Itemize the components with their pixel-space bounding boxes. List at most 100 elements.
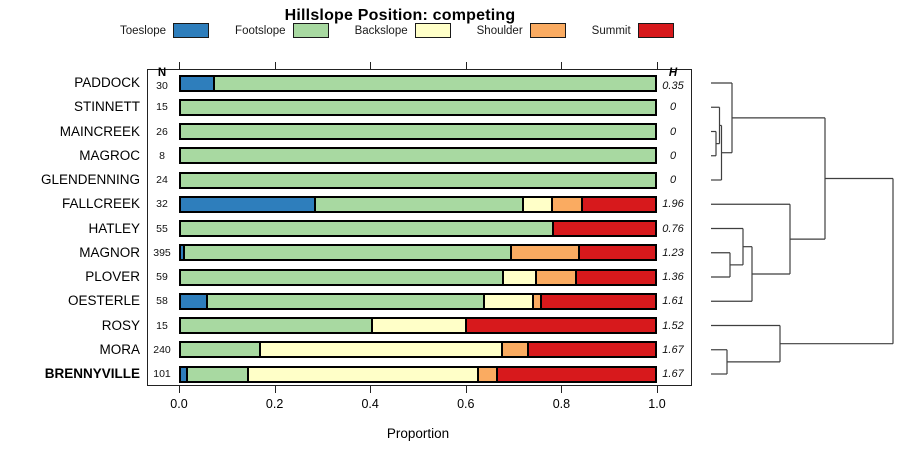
legend-label: Summit bbox=[591, 24, 631, 37]
legend-swatch-icon bbox=[414, 23, 451, 38]
x-axis-title: Proportion bbox=[386, 426, 450, 441]
bar-segment-summit bbox=[495, 367, 655, 381]
bar-segment-footslope bbox=[181, 173, 655, 187]
n-value: 15 bbox=[156, 319, 168, 332]
bar-segment-footslope bbox=[181, 100, 655, 114]
row-label: PADDOCK bbox=[74, 75, 140, 90]
n-value: 24 bbox=[156, 174, 168, 186]
bottom-tick bbox=[657, 386, 658, 393]
row-label: STINNETT bbox=[74, 99, 140, 115]
bar-segment-footslope bbox=[185, 367, 247, 381]
n-value: 101 bbox=[153, 368, 171, 380]
bar-segment-backslope bbox=[246, 367, 477, 381]
bar-segment-toeslope bbox=[181, 197, 315, 211]
bar-segment-footslope bbox=[183, 246, 511, 260]
stacked-bar bbox=[179, 74, 657, 92]
bottom-tick bbox=[561, 386, 563, 393]
stacked-bar bbox=[179, 123, 657, 140]
bar-segment-shoulder bbox=[551, 197, 582, 211]
bar-segment-footslope bbox=[181, 149, 655, 163]
n-value: 395 bbox=[153, 246, 171, 259]
h-value: 0 bbox=[669, 101, 677, 114]
bar-segment-shoulder bbox=[476, 367, 496, 381]
legend-swatch-icon bbox=[292, 23, 329, 38]
stacked-bar bbox=[179, 220, 657, 237]
top-tick bbox=[657, 62, 658, 69]
bottom-tick bbox=[274, 386, 276, 393]
top-tick bbox=[370, 62, 372, 69]
h-column-header: H bbox=[668, 67, 678, 79]
bar-segment-footslope bbox=[181, 319, 371, 332]
legend-item-toeslope: Toeslope bbox=[120, 23, 210, 38]
top-tick bbox=[561, 62, 563, 69]
h-value: 1.96 bbox=[662, 198, 684, 211]
stacked-bar bbox=[179, 268, 657, 286]
top-tick bbox=[274, 62, 276, 69]
h-value: 1.23 bbox=[662, 246, 684, 259]
h-value: 0.35 bbox=[662, 80, 684, 92]
h-value: 1.61 bbox=[662, 295, 684, 308]
n-value: 240 bbox=[153, 343, 171, 356]
row-label: MAGNOR bbox=[79, 244, 140, 260]
row-label: MAINCREEK bbox=[59, 123, 140, 139]
legend-label: Backslope bbox=[354, 24, 408, 37]
h-value: 1.67 bbox=[662, 343, 684, 356]
stacked-bar bbox=[179, 292, 657, 310]
n-value: 15 bbox=[156, 101, 168, 114]
x-tick-label: 0.2 bbox=[265, 397, 284, 411]
n-value: 58 bbox=[156, 295, 168, 308]
h-value: 0.76 bbox=[662, 222, 684, 235]
legend-item-footslope: Footslope bbox=[235, 23, 329, 38]
bar-segment-shoulder bbox=[534, 270, 575, 284]
legend-swatch-icon bbox=[173, 23, 210, 38]
legend-label: Shoulder bbox=[476, 24, 523, 37]
bottom-tick bbox=[179, 386, 180, 393]
row-label: HATLEY bbox=[88, 220, 140, 236]
bar-segment-summit bbox=[577, 246, 655, 260]
legend-item-summit: Summit bbox=[592, 23, 674, 38]
bar-segment-shoulder bbox=[510, 246, 578, 260]
h-value: 1.52 bbox=[662, 319, 684, 332]
bar-segment-footslope bbox=[181, 343, 260, 357]
stacked-bar bbox=[179, 244, 657, 262]
row-label: GLENDENNING bbox=[40, 172, 140, 187]
bar-segment-backslope bbox=[259, 343, 501, 357]
x-tick-label: 0.0 bbox=[170, 397, 188, 411]
row-label: MORA bbox=[99, 341, 141, 357]
bar-segment-summit bbox=[465, 319, 655, 332]
stacked-bar bbox=[179, 195, 657, 213]
bar-segment-summit bbox=[574, 270, 655, 284]
x-tick-label: 0.6 bbox=[457, 397, 475, 411]
n-value: 59 bbox=[156, 271, 168, 283]
bar-segment-toeslope bbox=[181, 246, 184, 260]
bar-segment-summit bbox=[540, 294, 655, 308]
n-value: 8 bbox=[159, 149, 165, 162]
h-value: 0 bbox=[669, 174, 677, 186]
stacked-bar bbox=[179, 147, 657, 165]
row-label: ROSY bbox=[101, 317, 140, 333]
row-label: PLOVER bbox=[85, 269, 140, 284]
n-value: 26 bbox=[156, 125, 168, 138]
h-value: 1.36 bbox=[662, 271, 684, 283]
x-tick-label: 1.0 bbox=[648, 397, 666, 411]
top-tick bbox=[465, 62, 467, 69]
bar-segment-shoulder bbox=[500, 343, 527, 357]
bar-segment-toeslope bbox=[181, 367, 186, 381]
bar-segment-shoulder bbox=[532, 294, 541, 308]
n-value: 32 bbox=[156, 198, 168, 211]
chart-title: Hillslope Position: competing bbox=[284, 7, 516, 24]
bottom-tick bbox=[370, 386, 372, 393]
bar-segment-footslope bbox=[181, 270, 503, 284]
stacked-bar bbox=[179, 171, 657, 189]
n-column-header: N bbox=[157, 67, 167, 79]
legend-label: Footslope bbox=[235, 24, 286, 37]
legend-swatch-icon bbox=[529, 23, 566, 38]
h-value: 0 bbox=[669, 149, 677, 162]
bar-segment-summit bbox=[527, 343, 655, 357]
n-value: 30 bbox=[156, 80, 168, 92]
h-value: 1.67 bbox=[662, 368, 684, 380]
bar-segment-footslope bbox=[181, 125, 655, 138]
stacked-bar bbox=[179, 341, 657, 359]
row-label: FALLCREEK bbox=[61, 196, 140, 212]
